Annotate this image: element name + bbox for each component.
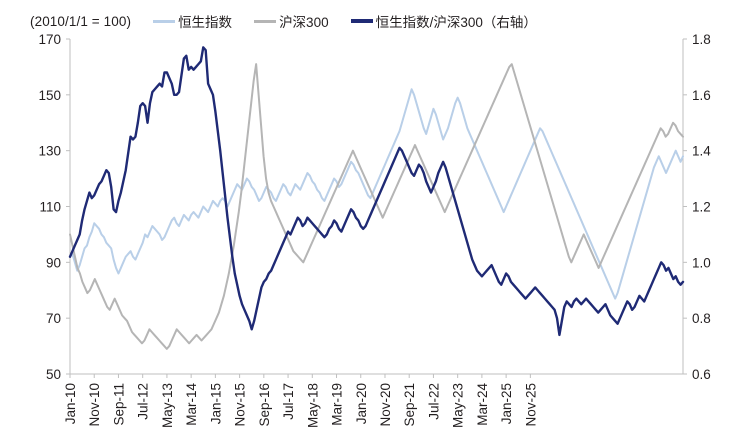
x-axis: Jan-10 Nov-10 Sep-11 Jul-12 May-13 Mar-14 Jan-… xyxy=(63,373,683,428)
legend-swatch-ratio xyxy=(350,19,373,23)
left-axis: 50 70 90 110 130 150 170 xyxy=(38,32,71,382)
x-tick-label: May-18 xyxy=(305,383,320,428)
right-axis: 0.6 0.8 1.0 1.2 1.4 1.6 1.8 xyxy=(682,32,711,382)
left-tick-label: 70 xyxy=(46,311,61,326)
legend-item-hsi: 恒生指数 xyxy=(153,11,232,31)
x-tick-label: Jan-20 xyxy=(354,383,369,424)
x-tick-label: Mar-14 xyxy=(184,383,199,426)
right-tick-label: 1.0 xyxy=(692,255,711,270)
x-tick-label: Mar-19 xyxy=(330,383,345,426)
legend-label-hsi: 恒生指数 xyxy=(178,15,233,30)
x-tick-label: Jul-17 xyxy=(281,383,296,420)
left-tick-label: 150 xyxy=(38,88,61,103)
left-tick-label: 50 xyxy=(46,367,61,382)
legend-swatch-csi300 xyxy=(254,19,277,23)
x-tick-label: Jan-25 xyxy=(499,383,514,424)
x-tick-label: Jul-22 xyxy=(426,383,441,420)
legend-label-ratio: 恒生指数/沪深300（右轴） xyxy=(375,15,537,30)
x-tick-label: Nov-25 xyxy=(523,383,538,427)
x-tick-label: May-13 xyxy=(160,383,175,428)
right-tick-label: 1.8 xyxy=(692,32,711,47)
x-tick-label: Jan-10 xyxy=(63,383,78,424)
legend-item-csi300: 沪深300 xyxy=(254,11,329,31)
right-tick-label: 0.6 xyxy=(692,367,711,382)
x-tick-label: Nov-15 xyxy=(233,383,248,427)
legend-item-ratio: 恒生指数/沪深300（右轴） xyxy=(350,11,537,31)
x-tick-label: Nov-10 xyxy=(87,383,102,427)
series-line-hsi xyxy=(69,88,684,300)
right-tick-label: 1.2 xyxy=(692,200,711,215)
legend-swatch-hsi xyxy=(153,19,176,23)
legend-label-csi300: 沪深300 xyxy=(279,15,329,30)
x-tick-label: Mar-24 xyxy=(475,383,490,426)
left-tick-label: 90 xyxy=(46,255,61,270)
x-tick-label: May-23 xyxy=(451,383,466,428)
right-tick-label: 0.8 xyxy=(692,311,711,326)
series-lines xyxy=(68,46,685,350)
x-tick-label: Sep-11 xyxy=(111,383,126,426)
x-tick-label: Sep-16 xyxy=(257,383,272,427)
chart-legend: (2010/1/1 = 100) 恒生指数 沪深300 恒生指数/沪深300（右… xyxy=(0,9,732,33)
x-tick-label: Sep-21 xyxy=(402,383,417,427)
x-tick-label: Jul-12 xyxy=(136,383,151,420)
x-tick-label: Jan-15 xyxy=(208,383,223,424)
left-tick-label: 110 xyxy=(39,200,61,215)
x-tick-label: Nov-20 xyxy=(378,383,393,427)
left-tick-label: 130 xyxy=(38,144,61,159)
normalization-note: (2010/1/1 = 100) xyxy=(30,13,132,29)
left-tick-label: 170 xyxy=(38,32,61,47)
right-tick-label: 1.6 xyxy=(692,88,711,103)
series-line-ratio xyxy=(68,46,685,337)
right-tick-label: 1.4 xyxy=(692,144,711,159)
